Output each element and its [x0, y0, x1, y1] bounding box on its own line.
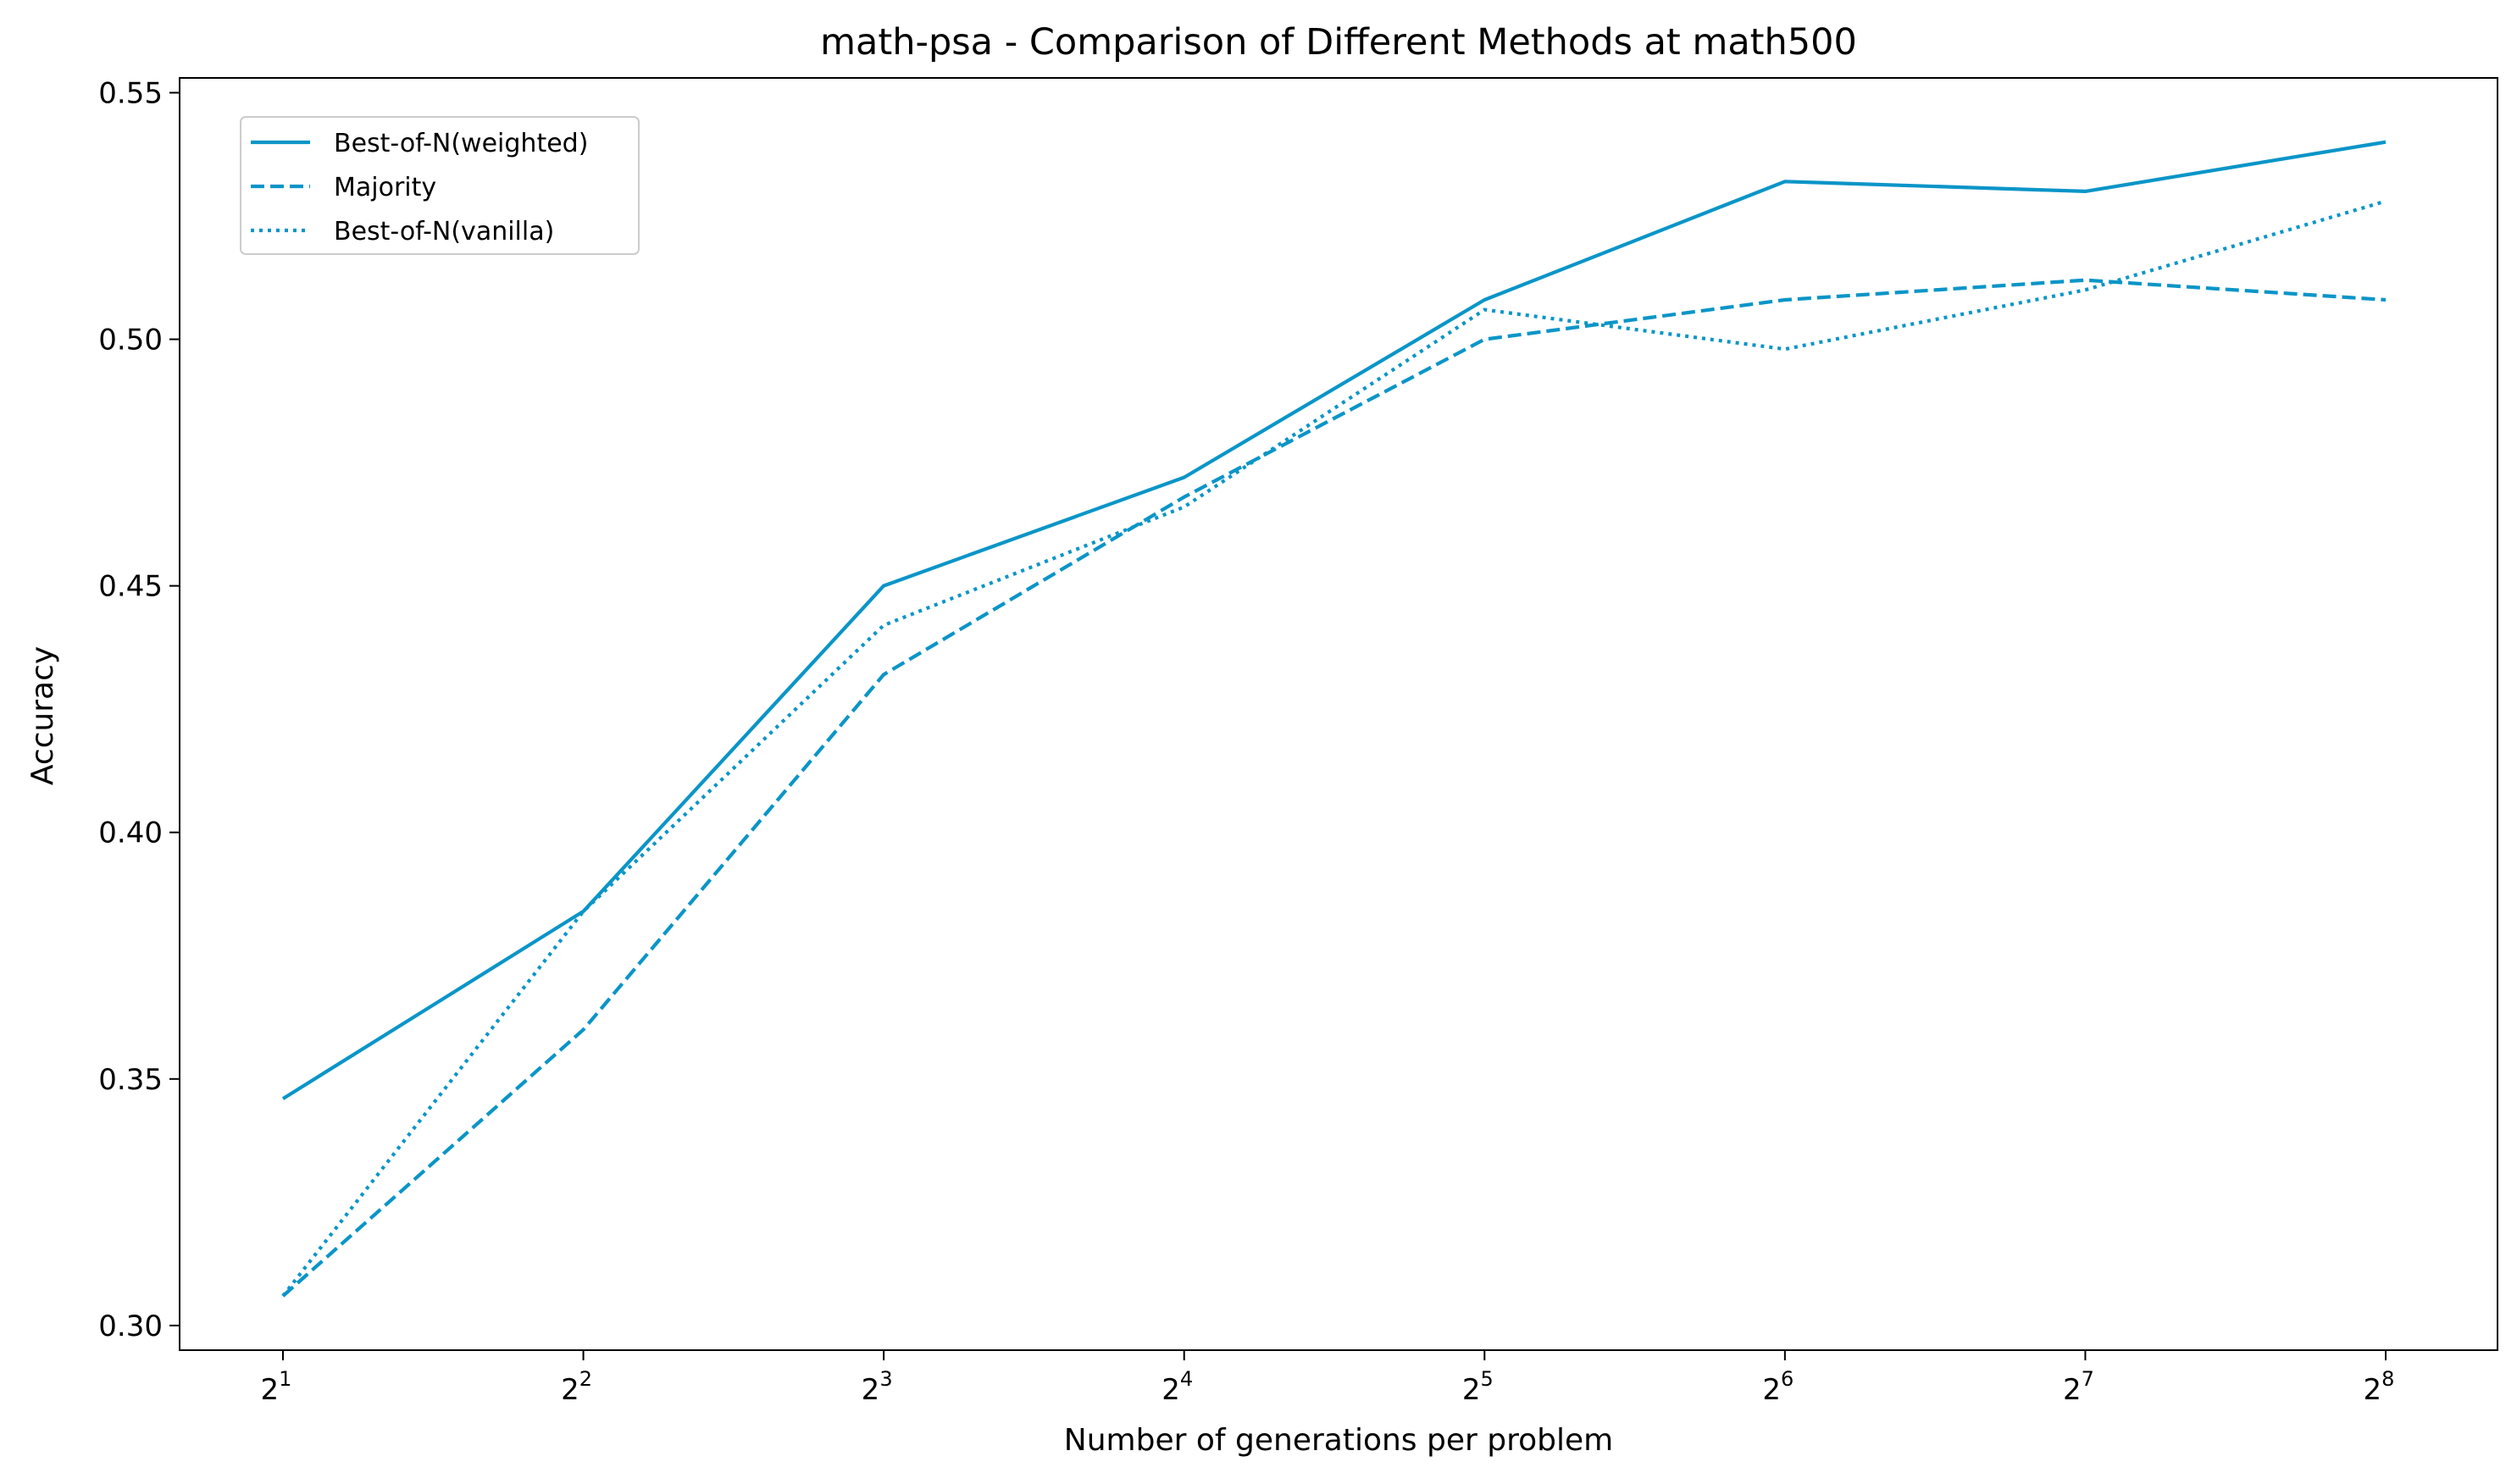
y-tick-label: 0.50: [98, 324, 163, 357]
series-line-solid: [281, 140, 2387, 1100]
legend-label: Best-of-N(weighted): [334, 129, 588, 158]
plot-area: 0.30 0.35 0.40 0.45 0.50 0.55 21 22 23 24 25 26 27 28: [98, 76, 2498, 1407]
series-line-dotted: [281, 199, 2387, 1298]
chart-title: math-psa - Comparison of Different Metho…: [820, 21, 1857, 64]
x-tick-label: 22: [561, 1367, 592, 1407]
legend: Best-of-N(weighted) Majority Best-of-N(van…: [240, 116, 640, 255]
y-tick-label: 0.30: [98, 1310, 163, 1343]
y-tick-label: 0.40: [98, 817, 163, 850]
x-tick-label: 28: [2364, 1367, 2395, 1407]
plot-frame: [179, 77, 2498, 1351]
y-axis-label: Accuracy: [25, 646, 60, 785]
x-tick-label: 27: [2063, 1367, 2094, 1407]
series-line-dashed: [281, 278, 2387, 1298]
x-tick-label: 25: [1462, 1367, 1494, 1407]
y-tick-label: 0.55: [98, 76, 163, 110]
y-tick-label: 0.45: [98, 570, 163, 604]
legend-box: [240, 116, 640, 255]
y-tick-label: 0.35: [98, 1063, 163, 1097]
legend-label: Majority: [334, 173, 436, 202]
x-tick-label: 23: [862, 1367, 893, 1407]
x-tick-label: 24: [1161, 1367, 1193, 1407]
legend-label: Best-of-N(vanilla): [334, 217, 554, 246]
x-axis-label: Number of generations per problem: [1064, 1423, 1613, 1458]
x-tick-label: 26: [1762, 1367, 1794, 1407]
x-tick-label: 21: [261, 1367, 292, 1407]
